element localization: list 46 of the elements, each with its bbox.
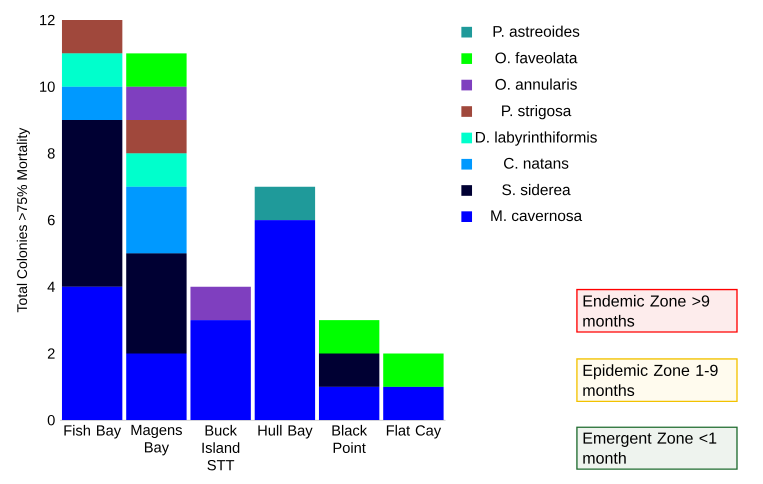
text: Emergent Zone <1 month <box>583 432 716 464</box>
bar <box>126 53 187 87</box>
bar <box>383 386 444 420</box>
bar <box>62 120 122 287</box>
x-tick-label: Hull Bay <box>258 424 313 438</box>
bar <box>62 286 122 420</box>
bar <box>62 86 122 120</box>
x-tick-label: Flat Cay <box>386 424 442 438</box>
y-tick-label: 6 <box>48 214 55 226</box>
bar <box>383 353 444 387</box>
bar <box>254 186 316 220</box>
bar <box>62 20 122 54</box>
y-tick-label: 0 <box>48 414 55 426</box>
legend-label: P. astreoides <box>494 26 580 37</box>
text: Epidemic Zone 1-9 months <box>583 364 718 396</box>
x-tick-label: Magens Bay <box>132 424 182 456</box>
x-tick-label: Fish Bay <box>64 424 122 438</box>
y-tick-label: 8 <box>48 148 55 158</box>
legend-label: C. natans <box>504 158 568 169</box>
bar <box>126 353 187 420</box>
bar <box>190 320 251 420</box>
y-tick-label: 4 <box>47 282 55 292</box>
bar <box>126 120 187 154</box>
y-tick-label: 10 <box>40 81 55 92</box>
legend-label: P. strigosa <box>502 104 572 120</box>
legend-label: M. cavernosa <box>491 210 582 221</box>
y-axis-title: Total Colonies >75% Mortality <box>16 128 30 312</box>
bar <box>190 286 251 320</box>
bar <box>126 153 187 187</box>
bar <box>62 53 122 87</box>
bar <box>126 186 187 254</box>
legend-label: O. annularis <box>495 78 577 90</box>
y-tick-label: 2 <box>48 348 55 359</box>
bar <box>126 86 187 120</box>
bar <box>126 253 187 354</box>
legend-label: S. siderea <box>502 184 571 196</box>
legend-label: D. labyrinthiformis <box>476 131 597 146</box>
bar <box>318 320 380 354</box>
legend-label: O. faveolata <box>495 52 578 64</box>
bar <box>318 353 380 387</box>
bar <box>254 220 316 420</box>
bar <box>318 386 380 420</box>
x-tick-label: Buck Island STT <box>202 424 240 470</box>
x-tick-label: Black Point <box>332 424 368 453</box>
text: Endemic Zone >9 months <box>583 294 710 327</box>
y-tick-label: 12 <box>40 14 55 26</box>
